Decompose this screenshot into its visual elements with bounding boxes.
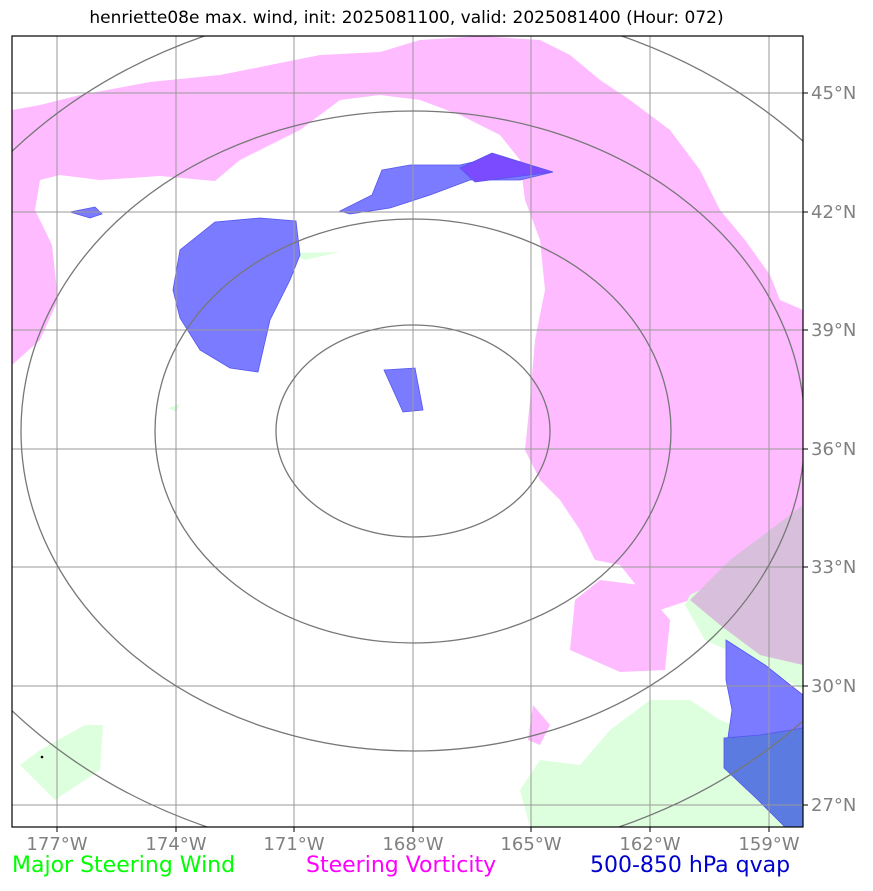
range-rings xyxy=(12,36,803,827)
lat-label-33n: 33°N xyxy=(811,557,856,578)
map-title: henriette08e max. wind, init: 2025081100… xyxy=(89,8,724,28)
lon-label-165w: 165°W xyxy=(500,834,561,855)
grid-lines xyxy=(12,36,803,827)
legend-steering-wind: Major Steering Wind xyxy=(12,853,236,878)
lat-label-36n: 36°N xyxy=(811,439,856,460)
lat-label-45n: 45°N xyxy=(811,83,856,104)
lon-label-171w: 171°W xyxy=(263,834,324,855)
lon-label-168w: 168°W xyxy=(382,834,443,855)
plot-frame xyxy=(11,35,804,828)
lon-label-174w: 174°W xyxy=(145,834,206,855)
lat-label-30n: 30°N xyxy=(811,676,856,697)
lat-label-39n: 39°N xyxy=(811,320,856,341)
lat-label-42n: 42°N xyxy=(811,202,856,223)
storm-marker xyxy=(40,755,44,759)
lon-label-177w: 177°W xyxy=(26,834,87,855)
lat-label-27n: 27°N xyxy=(811,795,856,816)
legend-steering-vorticity: Steering Vorticity xyxy=(306,853,497,878)
legend-qvap: 500-850 hPa qvap xyxy=(590,853,791,878)
lon-label-162w: 162°W xyxy=(619,834,680,855)
steering-wind-layer xyxy=(20,252,803,827)
qvap-layer xyxy=(69,152,803,827)
lon-label-159w: 159°W xyxy=(738,834,799,855)
